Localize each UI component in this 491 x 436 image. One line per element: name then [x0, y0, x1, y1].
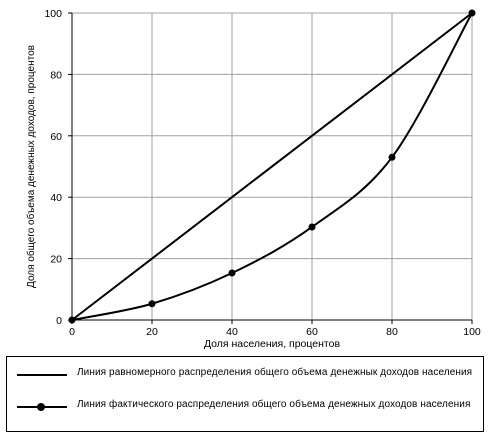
- series-layer: [68, 9, 476, 324]
- y-tick-label: 80: [50, 69, 62, 81]
- label-layer: Доля населения, процентов Доля общего об…: [25, 45, 340, 350]
- x-tick-label: 60: [306, 326, 318, 338]
- series-line-uniform: [71, 12, 473, 321]
- legend: Линия равномерного распределения общего …: [6, 356, 484, 432]
- legend-label-uniform: Линия равномерного распределения общего …: [77, 367, 473, 378]
- legend-label-actual: Линия фактического распределения общего …: [77, 399, 471, 410]
- legend-marker-swatch: [37, 403, 45, 411]
- data-point-marker: [228, 269, 236, 277]
- chart-canvas: 0 20 40 60 80 100 0 20 40 60 80 100 Доля населения,…: [25, 8, 481, 350]
- data-point-marker: [388, 153, 396, 161]
- y-tick-label: 40: [50, 192, 62, 204]
- x-tick-label: 100: [463, 326, 481, 338]
- data-point-marker: [68, 316, 76, 324]
- grid-layer: [71, 12, 473, 321]
- y-tick-label: 100: [44, 8, 62, 20]
- data-point-marker: [308, 223, 316, 231]
- y-axis-title: Доля общего объема денежных доходов, про…: [25, 45, 37, 288]
- y-tick-label: 60: [50, 131, 62, 143]
- x-tick-label: 80: [386, 326, 398, 338]
- y-tick-label: 20: [50, 254, 62, 266]
- x-axis-title: Доля населения, процентов: [204, 338, 341, 350]
- x-tick-label: 40: [226, 326, 238, 338]
- data-point-marker: [148, 300, 156, 308]
- x-tick-label: 0: [69, 326, 75, 338]
- x-tick-label: 20: [146, 326, 158, 338]
- y-tick-label: 0: [56, 315, 62, 327]
- data-point-marker: [468, 9, 476, 17]
- legend-line-swatch: [17, 374, 67, 376]
